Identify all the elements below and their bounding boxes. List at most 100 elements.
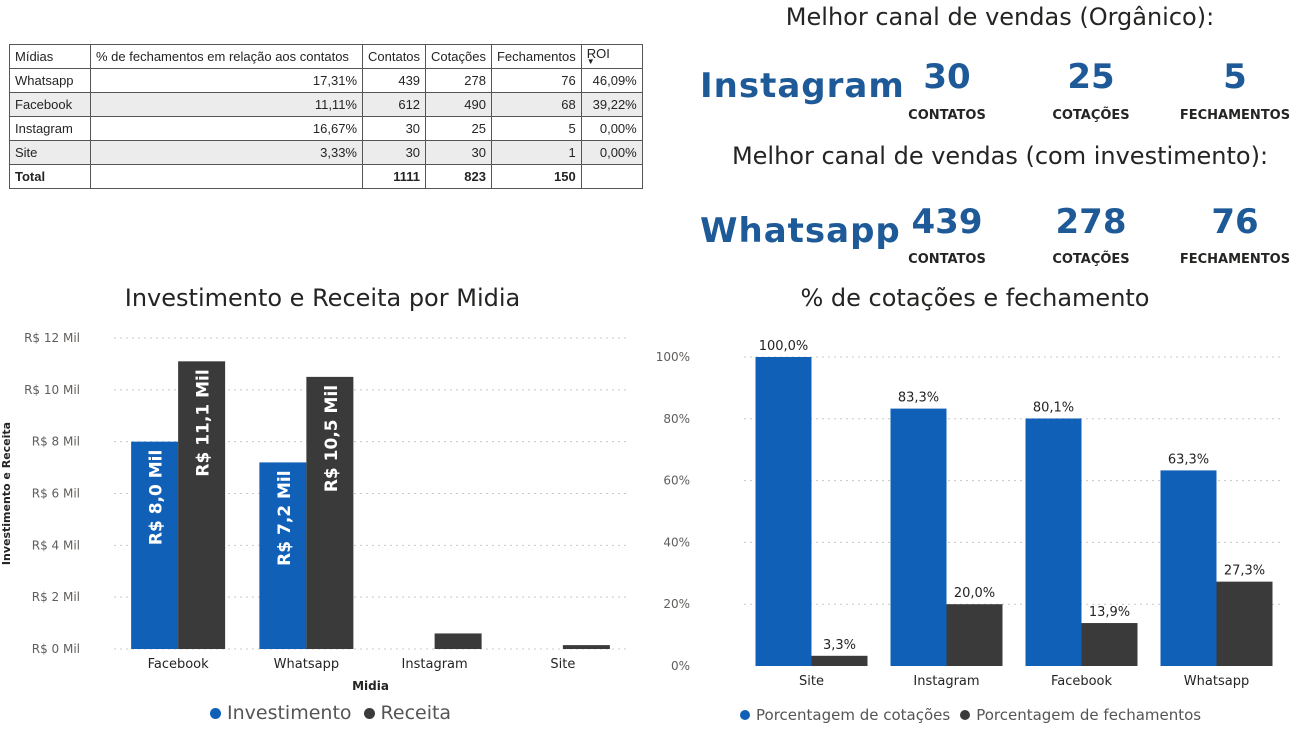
y-tick-label: R$ 4 Mil [32, 538, 80, 552]
y-tick-label: 40% [663, 535, 690, 549]
kpi-investment-closings-value: 76 [1170, 202, 1300, 242]
y-tick-label: R$ 0 Mil [32, 642, 80, 656]
table-row[interactable]: Instagram 16,67% 30 25 5 0,00% [10, 117, 643, 141]
legend-dot-receita [364, 708, 375, 719]
y-tick-label: R$ 2 Mil [32, 590, 80, 604]
quotes-closings-pct-chart: 0% 20% 40% 60% 80% 100% Site 100,0% 3,3% Instagra… [650, 320, 1303, 695]
legend-label-fechamentos[interactable]: Porcentagem de fechamentos [976, 706, 1201, 724]
table-row[interactable]: Site 3,33% 30 30 1 0,00% [10, 141, 643, 165]
y-tick-label: 100% [656, 350, 690, 364]
x-tick-label: Site [550, 657, 575, 672]
x-tick-label: Facebook [1051, 674, 1113, 689]
total-cell: 150 [491, 165, 581, 189]
col-header-contatos[interactable]: Contatos [363, 45, 426, 69]
table-cell: 17,31% [91, 69, 363, 93]
data-label: R$ 11,1 Mil [194, 369, 214, 476]
data-label: R$ 10,5 Mil [322, 385, 342, 492]
bar-series1 [1026, 418, 1082, 666]
x-tick-label: Facebook [148, 657, 210, 672]
table-cell: 0,00% [581, 117, 642, 141]
y-tick-label: R$ 12 Mil [24, 331, 80, 345]
data-label: R$ 7,2 Mil [275, 470, 295, 565]
table-cell: 5 [491, 117, 581, 141]
investment-revenue-chart: R$ 0 Mil R$ 2 Mil R$ 4 Mil R$ 6 Mil R$ 8 Mil… [0, 320, 650, 695]
table-cell: 490 [426, 93, 492, 117]
x-tick-label: Instagram [913, 674, 979, 689]
table-cell: 278 [426, 69, 492, 93]
table-cell: Site [10, 141, 91, 165]
col-header-fechamentos[interactable]: Fechamentos [491, 45, 581, 69]
table-row[interactable]: Whatsapp 17,31% 439 278 76 46,09% [10, 69, 643, 93]
data-label: 13,9% [1089, 605, 1130, 620]
y-axis-title: Investimento e Receita [0, 422, 13, 565]
y-tick-label: 20% [663, 597, 690, 611]
data-label: 80,1% [1033, 400, 1074, 415]
bar-series1 [756, 357, 812, 666]
bar-series2 [812, 656, 868, 666]
kpi-organic-closings-value: 5 [1170, 57, 1300, 97]
data-label: 83,3% [898, 391, 939, 406]
kpi-investment-quotes-label: COTAÇÕES [1026, 252, 1156, 267]
table-cell: 39,22% [581, 93, 642, 117]
kpi-organic-channel: Instagram [700, 66, 870, 106]
total-cell: 823 [426, 165, 492, 189]
bar-series1 [1161, 470, 1217, 666]
chart2-title: % de cotações e fechamento [650, 284, 1300, 312]
y-tick-label: R$ 10 Mil [24, 383, 80, 397]
kpi-organic-contacts-label: CONTATOS [882, 108, 1012, 123]
table-cell: 3,33% [91, 141, 363, 165]
kpi-investment-quotes-value: 278 [1026, 202, 1156, 242]
x-axis-title: Midia [352, 679, 389, 693]
kpi-organic-quotes-label: COTAÇÕES [1026, 108, 1156, 123]
table-cell: 68 [491, 93, 581, 117]
kpi-investment-channel: Whatsapp [700, 211, 870, 251]
table-row[interactable]: Facebook 11,11% 612 490 68 39,22% [10, 93, 643, 117]
legend-label-cotacoes[interactable]: Porcentagem de cotações [756, 706, 950, 724]
bar-series2 [1082, 623, 1138, 666]
x-tick-label: Whatsapp [274, 657, 339, 672]
kpi-organic-closings-label: FECHAMENTOS [1170, 108, 1300, 123]
table-cell: 1 [491, 141, 581, 165]
data-label: R$ 8,0 Mil [147, 450, 167, 545]
col-header-midias[interactable]: Mídias [10, 45, 91, 69]
col-header-roi[interactable]: ROI ▼ [581, 45, 642, 69]
table-cell: 11,11% [91, 93, 363, 117]
chart2-legend: Porcentagem de cotações Porcentagem de f… [740, 706, 1201, 724]
col-header-cotacoes[interactable]: Cotações [426, 45, 492, 69]
total-cell [91, 165, 363, 189]
table-cell: 46,09% [581, 69, 642, 93]
kpi-organic-title: Melhor canal de vendas (Orgânico): [700, 3, 1300, 31]
kpi-investment-contacts-label: CONTATOS [882, 252, 1012, 267]
table-cell: Facebook [10, 93, 91, 117]
chart1-legend: Investimento Receita [210, 702, 451, 724]
x-tick-label: Site [799, 674, 824, 689]
chart1-title: Investimento e Receita por Midia [0, 284, 645, 312]
kpi-investment-closings-label: FECHAMENTOS [1170, 252, 1300, 267]
y-tick-label: 80% [663, 412, 690, 426]
table-cell: 439 [363, 69, 426, 93]
table-cell: 0,00% [581, 141, 642, 165]
table-header-row: Mídias % de fechamentos em relação aos c… [10, 45, 643, 69]
table-cell: 30 [426, 141, 492, 165]
total-cell [581, 165, 642, 189]
table-cell: 16,67% [91, 117, 363, 141]
x-tick-label: Instagram [402, 657, 468, 672]
table-cell: Whatsapp [10, 69, 91, 93]
table-cell: 76 [491, 69, 581, 93]
sort-desc-icon[interactable]: ▼ [587, 59, 637, 65]
legend-dot-fechamentos [960, 710, 970, 720]
legend-label-investimento[interactable]: Investimento [227, 702, 352, 724]
data-label: 3,3% [823, 638, 856, 653]
legend-label-receita[interactable]: Receita [381, 702, 452, 724]
data-label: 63,3% [1168, 452, 1209, 467]
channel-table: Mídias % de fechamentos em relação aos c… [9, 44, 643, 189]
kpi-investment-contacts-value: 439 [882, 202, 1012, 242]
kpi-investment-title: Melhor canal de vendas (com investimento… [700, 142, 1300, 170]
table-total-row: Total 1111 823 150 [10, 165, 643, 189]
table-cell: 30 [363, 141, 426, 165]
col-header-pct-fechamentos[interactable]: % de fechamentos em relação aos contatos [91, 45, 363, 69]
total-cell: Total [10, 165, 91, 189]
data-label: 27,3% [1224, 564, 1265, 579]
bar-series2 [947, 604, 1003, 666]
table-cell: 612 [363, 93, 426, 117]
